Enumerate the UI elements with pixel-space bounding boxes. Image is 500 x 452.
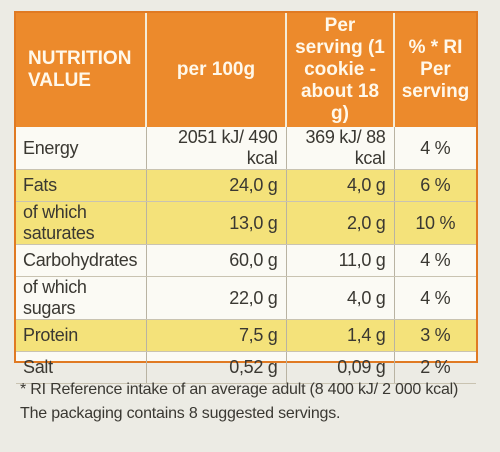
ri-footnote: * RI Reference intake of an average adul… <box>20 381 459 398</box>
header-nutrition-value: NUTRITION VALUE <box>16 13 147 127</box>
ri-percent: 4 % <box>394 127 476 170</box>
ri-percent: 3 % <box>394 319 476 352</box>
footnote: * RI Reference intake of an average adul… <box>20 378 458 426</box>
per-100g-value: 13,0 g <box>146 201 287 245</box>
row-salt: Salt 0,52 g 0,09 g 2 % <box>16 351 476 384</box>
nutrient-name: Protein <box>16 319 147 352</box>
per-serving-value: 369 kJ/ 88 kcal <box>286 127 395 170</box>
ri-percent: 2 % <box>394 351 476 384</box>
per-100g-value: 24,0 g <box>146 169 287 202</box>
per-100g-value: 7,5 g <box>146 319 287 352</box>
per-100g-value: 2051 kJ/ 490 kcal <box>146 127 287 170</box>
per-serving-value: 0,09 g <box>286 351 395 384</box>
nutrition-table: NUTRITION VALUE per 100g Per serving (1 … <box>14 11 478 384</box>
per-serving-value: 4,0 g <box>286 276 395 320</box>
header-per-100g: per 100g <box>146 13 287 127</box>
nutrient-name: Carbohydrates <box>16 244 147 277</box>
nutrient-name: Energy <box>16 127 147 170</box>
ri-percent: 4 % <box>394 244 476 277</box>
per-serving-value: 2,0 g <box>286 201 395 245</box>
header-per-serving: Per serving (1 cookie - about 18 g) <box>286 13 395 127</box>
nutrition-grid: NUTRITION VALUE per 100g Per serving (1 … <box>16 13 476 384</box>
servings-note: The packaging contains 8 suggested servi… <box>20 405 341 422</box>
row-saturates: of which saturates 13,0 g 2,0 g 10 % <box>16 201 476 245</box>
nutrient-name: of which saturates <box>16 201 147 245</box>
row-energy: Energy 2051 kJ/ 490 kcal 369 kJ/ 88 kcal… <box>16 127 476 170</box>
row-carbohydrates: Carbohydrates 60,0 g 11,0 g 4 % <box>16 244 476 277</box>
nutrient-name: of which sugars <box>16 276 147 320</box>
per-serving-value: 4,0 g <box>286 169 395 202</box>
per-serving-value: 1,4 g <box>286 319 395 352</box>
row-fats: Fats 24,0 g 4,0 g 6 % <box>16 169 476 202</box>
header-row: NUTRITION VALUE per 100g Per serving (1 … <box>16 13 476 127</box>
per-100g-value: 0,52 g <box>146 351 287 384</box>
ri-percent: 4 % <box>394 276 476 320</box>
row-protein: Protein 7,5 g 1,4 g 3 % <box>16 319 476 352</box>
row-sugars: of which sugars 22,0 g 4,0 g 4 % <box>16 276 476 320</box>
nutrient-name: Fats <box>16 169 147 202</box>
nutrient-name: Salt <box>16 351 147 384</box>
header-ri-per-serving: % * RI Per serving <box>394 13 476 127</box>
per-serving-value: 11,0 g <box>286 244 395 277</box>
ri-percent: 6 % <box>394 169 476 202</box>
per-100g-value: 22,0 g <box>146 276 287 320</box>
ri-percent: 10 % <box>394 201 476 245</box>
per-100g-value: 60,0 g <box>146 244 287 277</box>
